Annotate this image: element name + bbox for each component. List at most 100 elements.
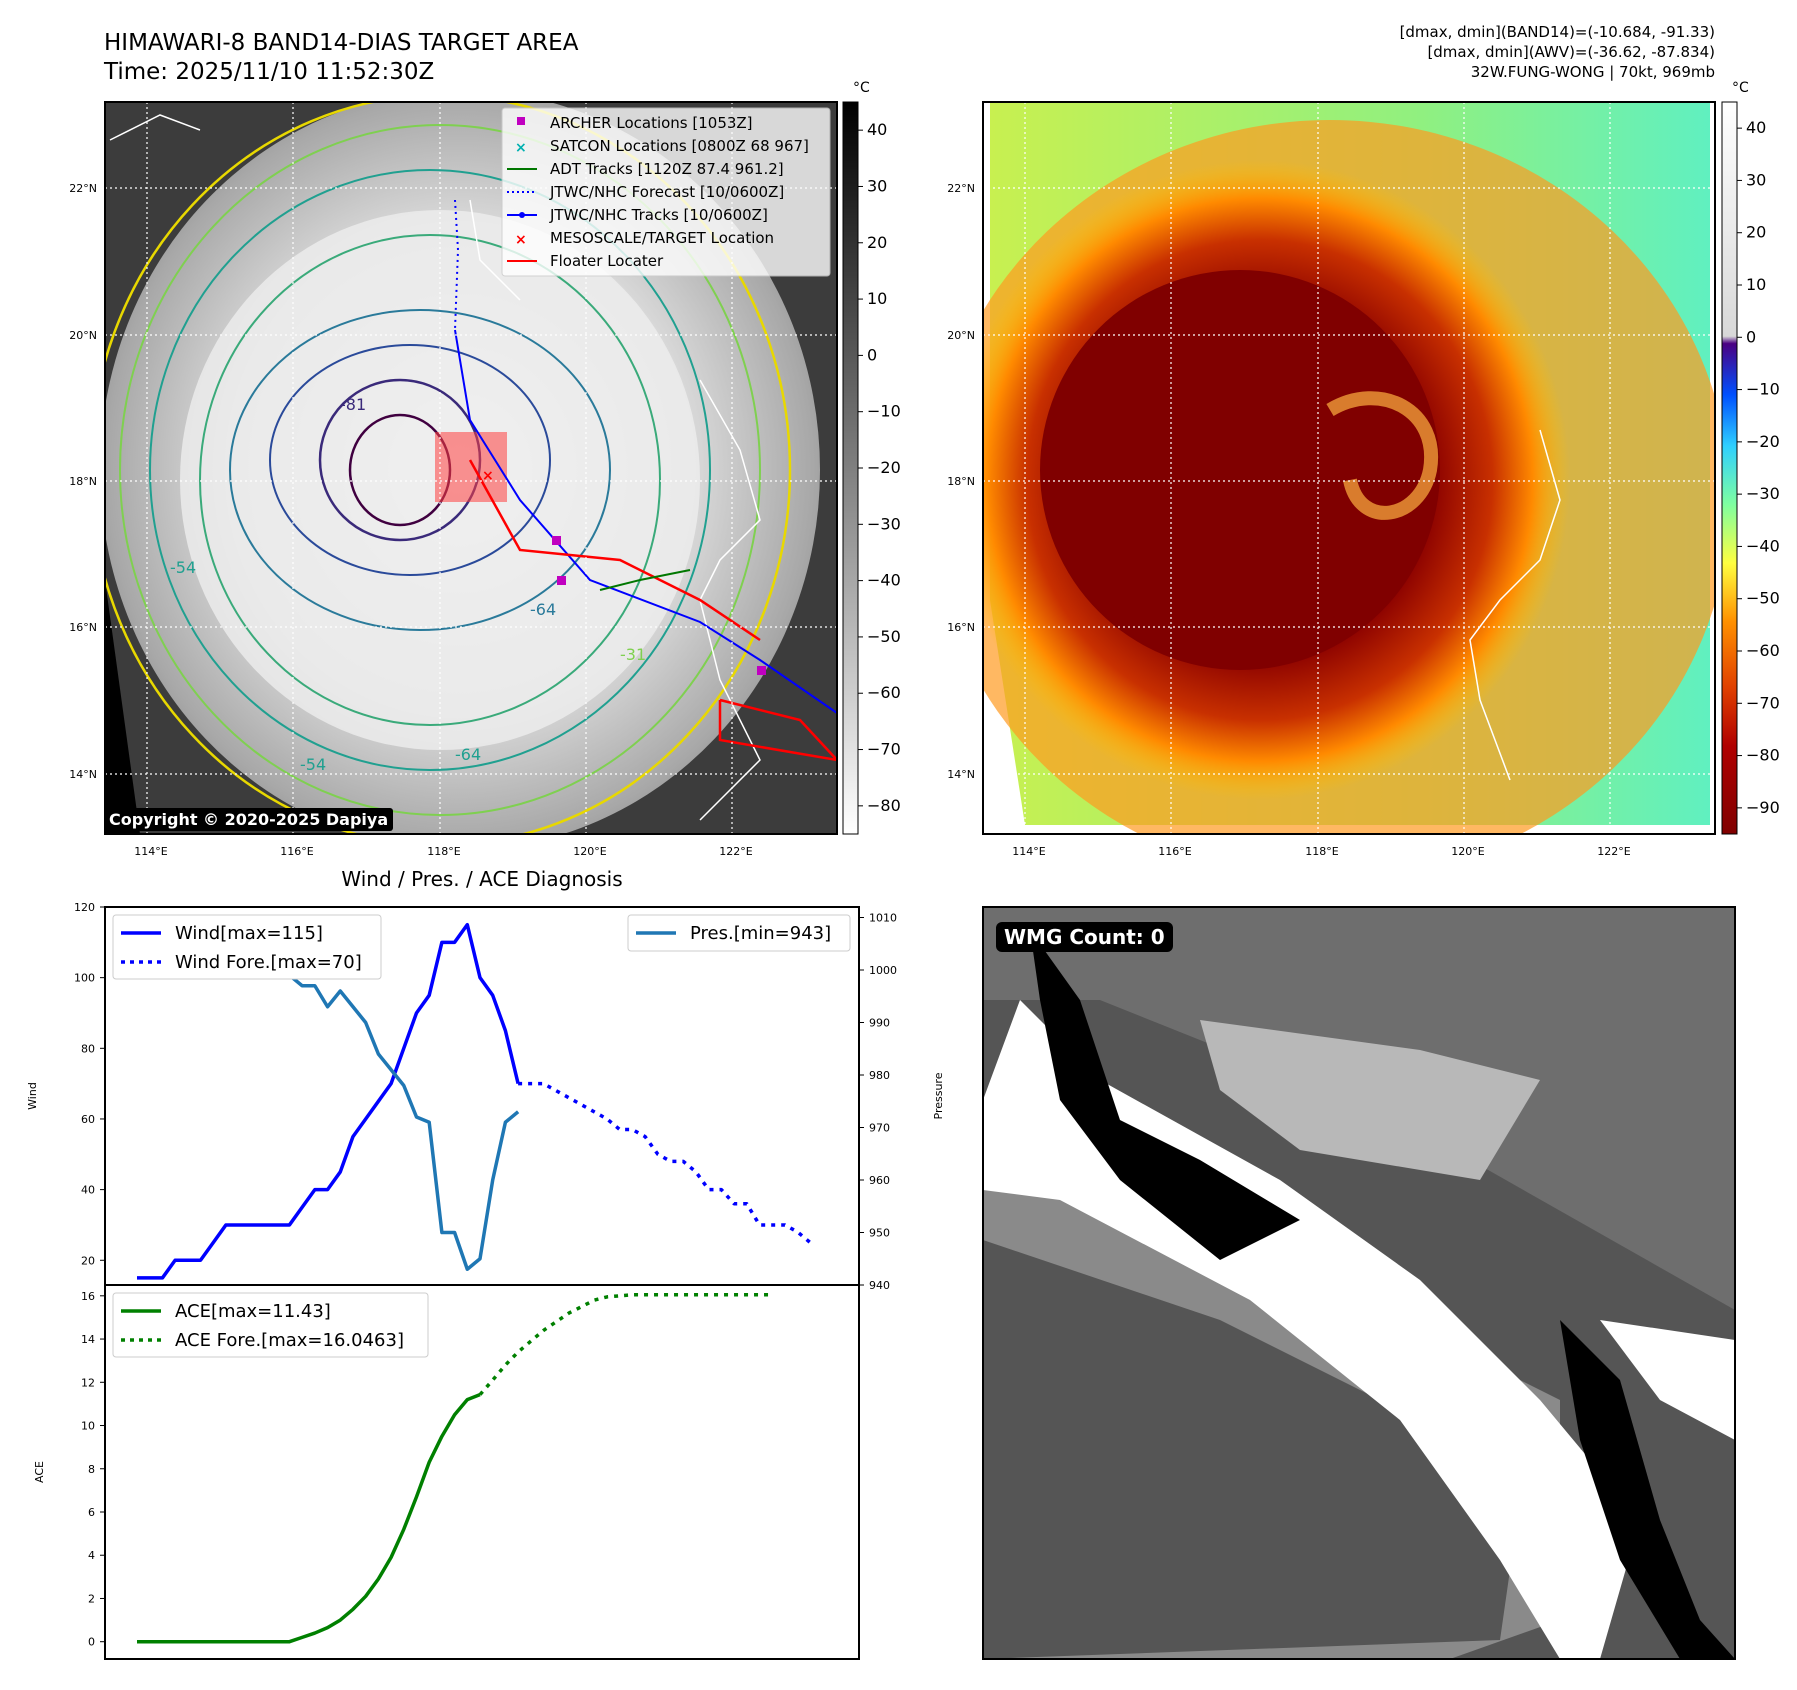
ace-tick-label: 6 (88, 1506, 95, 1519)
ace-legend: ACE[max=11.43] ACE Fore.[max=16.0463] (112, 1292, 429, 1358)
info-line3: 32W.FUNG-WONG | 70kt, 969mb (1471, 63, 1715, 81)
colorbar-tick-label: 10 (1746, 275, 1766, 294)
colorbar-tick-label: −60 (867, 683, 901, 702)
lon-label: 118°E (427, 845, 460, 858)
legend-entry: Wind Fore.[max=70] (175, 952, 362, 973)
lon-label: 114°E (1012, 845, 1045, 858)
colorbar-tick-label: 10 (867, 289, 887, 308)
lon-label: 116°E (280, 845, 313, 858)
color-colorbar: °C 40 30 20 10 0 −10 −20 −30 −40 −50 −60 −70 −80 −90 (1721, 80, 1780, 835)
gray-colorbar: °C 40 30 20 10 0 −10 −20 −30 −40 −50 −60 −70 −80 (842, 80, 901, 835)
ace-tick-label: 12 (81, 1376, 95, 1389)
ir-map-panel: × -81 -64 -54 -31 -64 -54 (69, 101, 838, 858)
info-line1: [dmax, dmin](BAND14)=(-10.684, -91.33) (1400, 23, 1715, 41)
wind-forecast-line (518, 1081, 812, 1244)
wind-pressure-chart: 20 40 60 80 100 120 940 950 960 970 980 990 1000 101… (26, 901, 945, 1292)
ace-tick-label: 16 (81, 1290, 95, 1303)
ace-chart: 0 2 4 6 8 10 12 14 16 ACE ACE[max=11.43] ACE For… (33, 1284, 860, 1660)
pressure-axis-label: Pressure (932, 1072, 945, 1119)
lon-label: 120°E (573, 845, 606, 858)
lon-label: 122°E (719, 845, 752, 858)
lat-label: 22°N (69, 182, 97, 195)
ace-forecast-line (478, 1293, 773, 1396)
colorbar-tick-label: 0 (1746, 327, 1756, 346)
legend-entry: ADT Tracks [1120Z 87.4 961.2] (550, 160, 784, 178)
lat-label: 16°N (947, 621, 975, 634)
pressure-tick-label: 990 (869, 1017, 890, 1030)
ace-axis-label: ACE (33, 1461, 46, 1483)
lat-label: 20°N (947, 329, 975, 342)
legend-entry: JTWC/NHC Forecast [10/0600Z] (549, 183, 784, 201)
colorbar-tick-label: −50 (867, 627, 901, 646)
lat-label: 16°N (69, 621, 97, 634)
contour-label: -64 (455, 745, 481, 764)
wind-tick-label: 80 (81, 1042, 95, 1055)
pressure-tick-label: 940 (869, 1279, 890, 1292)
colorbar-tick-label: −10 (867, 402, 901, 421)
colorbar-tick-label: −50 (1746, 589, 1780, 608)
lon-label: 118°E (1305, 845, 1338, 858)
contour-label: -54 (300, 755, 326, 774)
lat-label: 18°N (947, 475, 975, 488)
lon-label: 120°E (1451, 845, 1484, 858)
legend-entry: ACE Fore.[max=16.0463] (175, 1330, 404, 1351)
lat-label: 14°N (947, 768, 975, 781)
colorbar-tick-label: 30 (1746, 170, 1766, 189)
wmg-panel (982, 906, 1736, 1660)
ace-tick-label: 4 (88, 1549, 95, 1562)
legend-marker-archer (517, 117, 525, 125)
wind-tick-label: 20 (81, 1254, 95, 1267)
colorbar-tick-label: 30 (867, 176, 887, 195)
contour-label: -64 (530, 600, 556, 619)
legend-entry: MESOSCALE/TARGET Location (550, 229, 774, 247)
pressure-tick-label: 950 (869, 1227, 890, 1240)
ace-tick-label: 0 (88, 1636, 95, 1649)
colorbar-tick-label: −30 (1746, 484, 1780, 503)
pressure-tick-label: 1000 (869, 964, 897, 977)
wind-tick-label: 120 (74, 901, 95, 914)
colorbar-tick-label: −20 (867, 458, 901, 477)
colorbar-tick-label: −40 (1746, 536, 1780, 555)
colorbar-unit: °C (1732, 80, 1749, 96)
legend-entry: SATCON Locations [0800Z 68 967] (550, 137, 809, 155)
pressure-tick-label: 970 (869, 1122, 890, 1135)
legend-entry: ACE[max=11.43] (175, 1301, 331, 1322)
ace-tick-label: 2 (88, 1592, 95, 1605)
ace-tick-label: 8 (88, 1463, 95, 1476)
colorbar-tick-label: −30 (867, 514, 901, 533)
color-ir-map-panel: 22°N 20°N 18°N 16°N 14°N 114°E 116°E 118… (947, 101, 1716, 858)
figure-title-line2: Time: 2025/11/10 11:52:30Z (103, 59, 434, 85)
legend-entry: Wind[max=115] (175, 923, 323, 944)
legend-entry: Pres.[min=943] (690, 923, 831, 944)
wind-axis-label: Wind (26, 1082, 39, 1110)
legend-entry: ARCHER Locations [1053Z] (550, 114, 753, 132)
colorbar-tick-label: −20 (1746, 432, 1780, 451)
colorbar-tick-label: −40 (867, 571, 901, 590)
map-legend: ARCHER Locations [1053Z] × SATCON Locati… (501, 107, 831, 277)
lon-label: 116°E (1158, 845, 1191, 858)
colorbar-tick-label: 20 (867, 233, 887, 252)
legend-entry: JTWC/NHC Tracks [10/0600Z] (549, 206, 768, 224)
info-line2: [dmax, dmin](AWV)=(-36.62, -87.834) (1427, 43, 1715, 61)
pressure-tick-label: 1010 (869, 912, 897, 925)
figure-title-line1: HIMAWARI-8 BAND14-DIAS TARGET AREA (104, 30, 579, 56)
colorbar-tick-label: 0 (867, 345, 877, 364)
lat-label: 14°N (69, 768, 97, 781)
legend-marker-satcon: × (515, 140, 527, 156)
colorbar-tick-label: −60 (1746, 641, 1780, 660)
ace-tick-label: 10 (81, 1420, 95, 1433)
lat-label: 22°N (947, 182, 975, 195)
diagnosis-title: Wind / Pres. / ACE Diagnosis (341, 867, 622, 891)
wind-tick-label: 100 (74, 972, 95, 985)
colorbar-tick-label: −10 (1746, 380, 1780, 399)
colorbar-tick-label: −80 (1746, 746, 1780, 765)
colorbar-tick-label: 20 (1746, 223, 1766, 242)
lat-label: 20°N (69, 329, 97, 342)
wmg-count-badge: WMG Count: 0 (996, 922, 1173, 952)
pressure-tick-label: 980 (869, 1069, 890, 1082)
colorbar-tick-label: 40 (867, 120, 887, 139)
copyright-badge: Copyright © 2020-2025 Dapiya (104, 808, 394, 831)
lon-label: 122°E (1597, 845, 1630, 858)
colorbar-tick-label: −70 (1746, 693, 1780, 712)
legend-marker-target: × (515, 232, 527, 248)
